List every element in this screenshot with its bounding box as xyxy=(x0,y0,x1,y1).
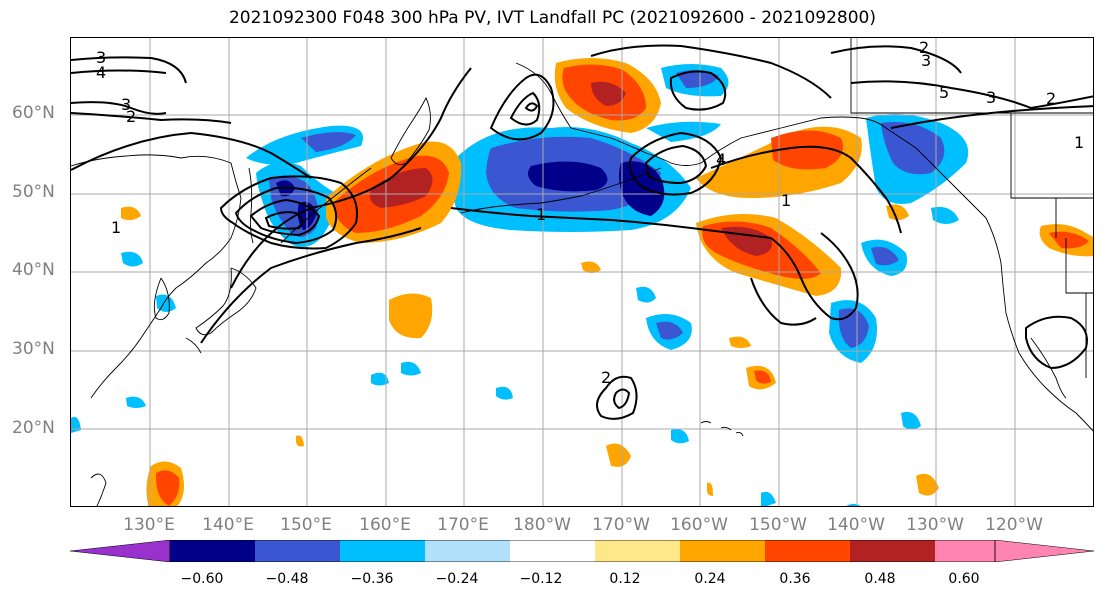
lat-label-50n: 50°N xyxy=(12,182,55,202)
map-canvas: 3 4 3 2 2 3 5 3 2 1 4 1 2 1 1 xyxy=(71,38,1093,506)
lon-label-130e: 130°E xyxy=(123,515,175,535)
lat-label-20n: 20°N xyxy=(12,418,55,438)
lon-label-150w: 150°W xyxy=(749,515,807,535)
lon-label-170e: 170°E xyxy=(437,515,489,535)
colorbar-tick-label: −0.60 xyxy=(180,571,224,587)
map-title: 2021092300 F048 300 hPa PV, IVT Landfall… xyxy=(228,8,876,28)
gridlines xyxy=(71,38,1093,506)
colorbar-segment xyxy=(340,540,425,562)
colorbar-segment xyxy=(170,540,255,562)
colorbar-segment xyxy=(510,540,595,562)
lon-label-180w: 180°W xyxy=(513,515,571,535)
negative-anomaly-fill xyxy=(71,64,969,506)
positive-anomaly-fill xyxy=(121,58,1093,506)
pv-contours xyxy=(71,44,1093,420)
colorbar-segment xyxy=(595,540,680,562)
colorbar-tick-label: −0.12 xyxy=(519,571,563,587)
lat-label-30n: 30°N xyxy=(12,339,55,359)
colorbar-tick-label: 0.60 xyxy=(948,571,980,587)
lat-label-60n: 60°N xyxy=(12,103,55,123)
contour-label: 1 xyxy=(111,218,121,237)
contour-label: 2 xyxy=(919,38,929,57)
lon-label-170w: 170°W xyxy=(592,515,650,535)
contour-label: 3 xyxy=(121,95,131,114)
coastlines xyxy=(71,38,1093,506)
lon-label-140e: 140°E xyxy=(202,515,254,535)
contour-label: 1 xyxy=(1074,133,1084,152)
colorbar-tick-label: 0.12 xyxy=(609,571,641,587)
contour-label: 3 xyxy=(921,51,931,70)
colorbar-tick-label: 0.36 xyxy=(779,571,811,587)
colorbar-segment xyxy=(255,540,340,562)
colorbar-segment xyxy=(70,540,171,562)
colorbar-segment xyxy=(994,540,1094,562)
contour-labels: 3 4 3 2 2 3 5 3 2 1 4 1 2 1 1 xyxy=(96,38,1084,387)
contour-label: 5 xyxy=(939,83,949,102)
colorbar xyxy=(70,540,1094,562)
colorbar-segment xyxy=(935,540,995,562)
colorbar-segment xyxy=(850,540,935,562)
lon-label-160w: 160°W xyxy=(670,515,728,535)
colorbar-segment xyxy=(765,540,850,562)
colorbar-segment xyxy=(425,540,510,562)
map-panel: 3 4 3 2 2 3 5 3 2 1 4 1 2 1 1 xyxy=(70,37,1094,507)
contour-label: 1 xyxy=(536,205,546,224)
contour-label: 4 xyxy=(716,150,726,169)
contour-label: 2 xyxy=(126,107,136,126)
colorbar-tick-label: 0.48 xyxy=(864,571,896,587)
colorbar-tick-label: −0.48 xyxy=(265,571,309,587)
lon-label-150e: 150°E xyxy=(280,515,332,535)
lat-label-40n: 40°N xyxy=(12,260,55,280)
lon-label-140w: 140°W xyxy=(827,515,885,535)
contour-label: 4 xyxy=(96,63,106,82)
colorbar-tick-label: −0.24 xyxy=(435,571,479,587)
colorbar-segment xyxy=(680,540,765,562)
colorbar-tick-label: 0.24 xyxy=(694,571,726,587)
contour-label: 2 xyxy=(1046,89,1056,108)
contour-label: 3 xyxy=(96,48,106,67)
contour-label: 3 xyxy=(986,88,996,107)
colorbar-tick-label: −0.36 xyxy=(350,571,394,587)
lon-label-160e: 160°E xyxy=(359,515,411,535)
lon-label-120w: 120°W xyxy=(985,515,1043,535)
lon-label-130w: 130°W xyxy=(906,515,964,535)
contour-label: 2 xyxy=(601,368,611,387)
contour-label: 1 xyxy=(781,191,791,210)
